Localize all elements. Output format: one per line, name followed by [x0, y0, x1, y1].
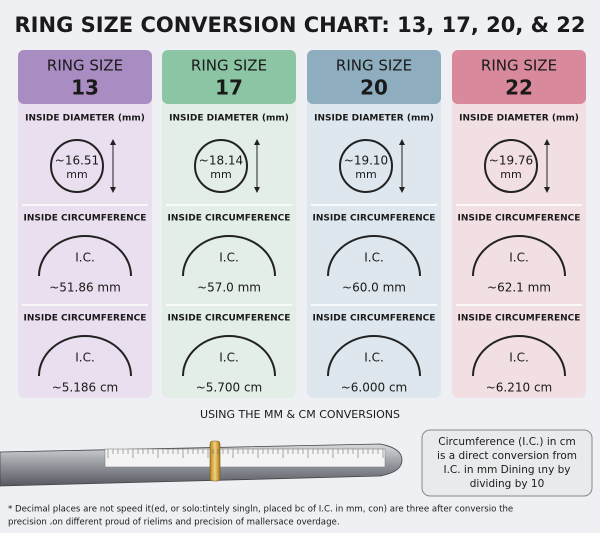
ring-size: 13 — [71, 76, 99, 100]
circumference-value: ~62.1 mm — [487, 281, 551, 295]
section-label: INSIDE CIRCUMFERENCE — [313, 314, 436, 324]
title: RING SIZE CONVERSION CHART: 13, 17, 20, … — [15, 13, 586, 37]
circumference-arc — [38, 335, 132, 377]
header-label: RING SIZE — [336, 57, 412, 75]
callout-line: Circumference (I.C.) in cm — [438, 436, 575, 448]
column-body — [452, 50, 586, 398]
header-label: RING SIZE — [191, 57, 267, 75]
circumference-value: ~6.000 cm — [341, 381, 408, 395]
header-label: RING SIZE — [47, 57, 123, 75]
diameter-unit: mm — [66, 168, 87, 181]
section-label: INSIDE CIRCUMFERENCE — [458, 214, 581, 224]
column-body — [307, 50, 441, 398]
column-header — [307, 50, 441, 104]
section-label: INSIDE DIAMETER (mm) — [25, 114, 145, 124]
section-label: INSIDE CIRCUMFERENCE — [24, 314, 147, 324]
callout-box — [421, 429, 593, 497]
ic-label: I.C. — [219, 351, 239, 365]
diameter-unit: mm — [355, 168, 376, 181]
ic-label: I.C. — [219, 251, 239, 265]
section-label: INSIDE DIAMETER (mm) — [459, 114, 579, 124]
circumference-arc — [327, 335, 421, 377]
footnote-line: * Decimal places are not speed it(ed, or… — [8, 505, 513, 515]
circumference-value: ~51.86 mm — [49, 281, 121, 295]
section-label: INSIDE DIAMETER (mm) — [314, 114, 434, 124]
ic-label: I.C. — [75, 351, 95, 365]
header-label: RING SIZE — [481, 57, 557, 75]
diameter-unit: mm — [500, 168, 521, 181]
diameter-value: ~19.76 — [489, 154, 533, 168]
section-label: INSIDE CIRCUMFERENCE — [168, 214, 291, 224]
section-label: INSIDE CIRCUMFERENCE — [313, 214, 436, 224]
diameter-unit: mm — [210, 168, 231, 181]
ic-label: I.C. — [364, 251, 384, 265]
callout-line: I.C. in mm Dining ɩny by — [443, 464, 570, 476]
ring-circle — [194, 139, 248, 193]
diameter-value: ~19.10 — [344, 154, 388, 168]
callout-line: dividing by 10 — [470, 478, 545, 490]
subtitle: USING THE MM & CM CONVERSIONS — [200, 408, 400, 421]
diameter-value: ~16.51 — [55, 154, 99, 168]
ring-circle — [484, 139, 538, 193]
ring-size: 22 — [505, 76, 533, 100]
ic-label: I.C. — [364, 351, 384, 365]
circumference-arc — [182, 335, 276, 377]
section-label: INSIDE CIRCUMFERENCE — [24, 214, 147, 224]
ring-circle — [339, 139, 393, 193]
column-body — [162, 50, 296, 398]
column-header — [162, 50, 296, 104]
section-label: INSIDE CIRCUMFERENCE — [168, 314, 291, 324]
circumference-value: ~5.700 cm — [196, 381, 263, 395]
diameter-value: ~18.14 — [199, 154, 243, 168]
column-header — [452, 50, 586, 104]
circumference-value: ~6.210 cm — [486, 381, 553, 395]
circumference-arc — [327, 235, 421, 277]
ring-size: 17 — [215, 76, 243, 100]
circumference-arc — [182, 235, 276, 277]
circumference-value: ~57.0 mm — [197, 281, 261, 295]
ic-label: I.C. — [75, 251, 95, 265]
callout-line: is a direct conversion from — [437, 450, 577, 462]
ic-label: I.C. — [509, 251, 529, 265]
section-label: INSIDE CIRCUMFERENCE — [458, 314, 581, 324]
ic-label: I.C. — [509, 351, 529, 365]
column-header — [18, 50, 152, 104]
column-body — [18, 50, 152, 398]
circumference-arc — [472, 335, 566, 377]
ring-circle — [50, 139, 104, 193]
circumference-value: ~5.186 cm — [52, 381, 119, 395]
circumference-value: ~60.0 mm — [342, 281, 406, 295]
footnote-line: precision ،on different proud of rielims… — [8, 518, 340, 528]
section-label: INSIDE DIAMETER (mm) — [169, 114, 289, 124]
ring-size: 20 — [360, 76, 388, 100]
circumference-arc — [472, 235, 566, 277]
mandrel — [0, 440, 403, 487]
circumference-arc — [38, 235, 132, 277]
